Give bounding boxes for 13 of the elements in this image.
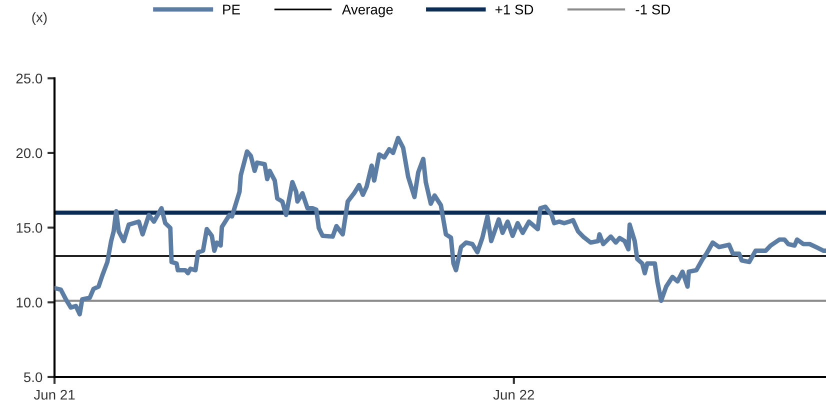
line-series: [54, 136, 826, 316]
y-tick-label: 25.0: [16, 74, 42, 84]
legend-label: PE: [223, 4, 240, 14]
legend-label: +1 SD: [495, 4, 534, 14]
y-tick-label: 20.0: [16, 148, 42, 158]
y-tick-label: 10.0: [16, 298, 42, 308]
y-tick-label: 5.0: [24, 372, 42, 382]
legend-label: Average: [342, 4, 393, 18]
y-axis-title: (x): [32, 12, 47, 26]
y-tick-label: 15.0: [16, 222, 42, 233]
legend-label: -1 SD: [636, 4, 670, 14]
x-tick-label: Jun 22: [493, 390, 534, 400]
x-tick-label: Jun 21: [34, 390, 75, 400]
